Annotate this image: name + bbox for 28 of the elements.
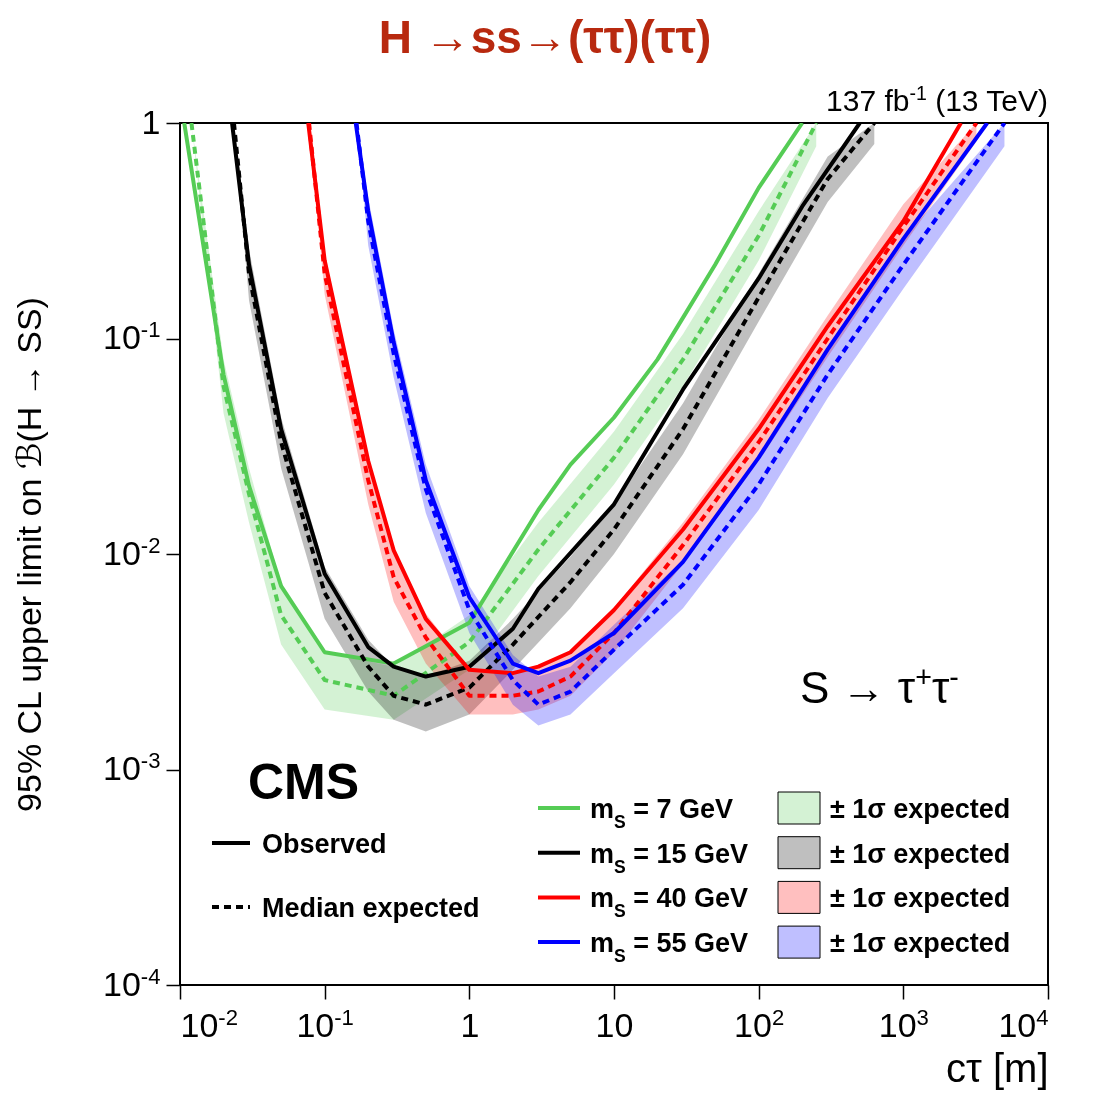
legend-label: m$_{S}$ = 40 GeV bbox=[590, 883, 749, 922]
text: 137 fb$^{-1}$ (13 TeV) bbox=[826, 82, 1048, 117]
y-tick-label: 10$^{-1}$ bbox=[103, 316, 161, 356]
annotation: Observed bbox=[262, 829, 387, 859]
legend-label: m$_{S}$ = 15 GeV bbox=[590, 838, 749, 877]
legend-label: m$_{S}$ = 7 GeV bbox=[590, 794, 734, 832]
legend-label: ± 1σ expected bbox=[830, 883, 1011, 914]
y-tick-label: 1 bbox=[141, 102, 161, 141]
legend-label: ± 1σ expected bbox=[830, 928, 1011, 959]
x-tick-label: 10$^{-1}$ bbox=[296, 1004, 354, 1044]
x-tick-label: 10$^{4}$ bbox=[998, 1004, 1049, 1044]
legend-label: m$_{S}$ = 55 GeV bbox=[590, 928, 749, 967]
annotation: S → τ$^{+}$τ$^{-}$ bbox=[800, 661, 959, 712]
x-axis-title: cτ [m] bbox=[946, 1045, 1049, 1090]
chart-title: H →ss→(ττ)(ττ) bbox=[378, 11, 712, 63]
legend-label: ± 1σ expected bbox=[830, 794, 1011, 824]
legend-label: ± 1σ expected bbox=[830, 838, 1011, 869]
annotation: CMS bbox=[248, 754, 360, 810]
x-tick-label: 1 bbox=[460, 1005, 480, 1044]
x-tick-label: 10$^{3}$ bbox=[878, 1004, 929, 1044]
x-tick-label: 10$^{-2}$ bbox=[180, 1004, 238, 1044]
y-tick-label: 10$^{-2}$ bbox=[103, 532, 161, 572]
y-tick-label: 10$^{-3}$ bbox=[103, 747, 161, 787]
x-tick-label: 10 bbox=[595, 1005, 634, 1044]
annotation: Median expected bbox=[262, 893, 480, 923]
x-tick-label: 10$^{2}$ bbox=[734, 1004, 785, 1044]
y-tick-label: 10$^{-4}$ bbox=[103, 963, 161, 1003]
y-axis-title: 95% CL upper limit on ℬ(H → SS) bbox=[9, 297, 48, 812]
